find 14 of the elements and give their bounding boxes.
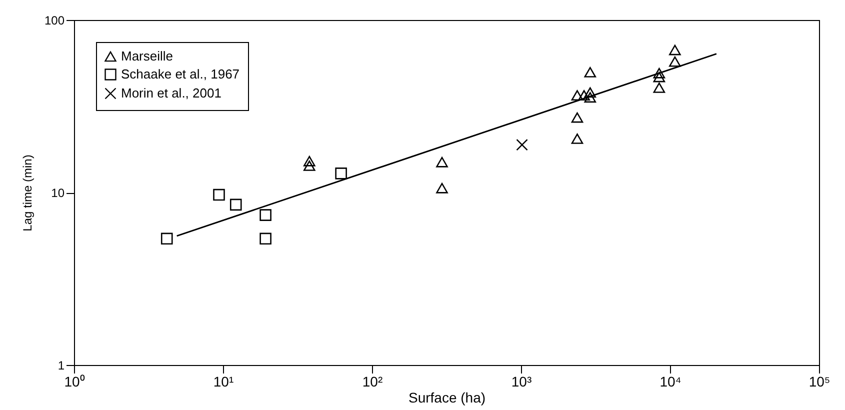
x-tick-label: 10² [362, 374, 383, 390]
y-tick-label: 1 [58, 358, 65, 372]
x-tick-label: 10⁵ [808, 374, 830, 390]
legend-label: Marseille [121, 48, 174, 64]
x-axis-title: Surface (ha) [408, 390, 486, 406]
x-tick-label: 10³ [511, 374, 532, 390]
legend-label: Schaake et al., 1967 [121, 66, 240, 82]
y-tick-label: 100 [44, 14, 65, 28]
legend-label: Morin et al., 2001 [121, 86, 222, 100]
x-tick-label: 10⁰ [64, 374, 85, 390]
y-tick-label: 10 [51, 186, 65, 200]
x-tick-label: 10⁴ [660, 374, 682, 390]
y-axis-title: Lag time (min) [20, 154, 34, 232]
x-tick-label: 10¹ [213, 374, 234, 390]
